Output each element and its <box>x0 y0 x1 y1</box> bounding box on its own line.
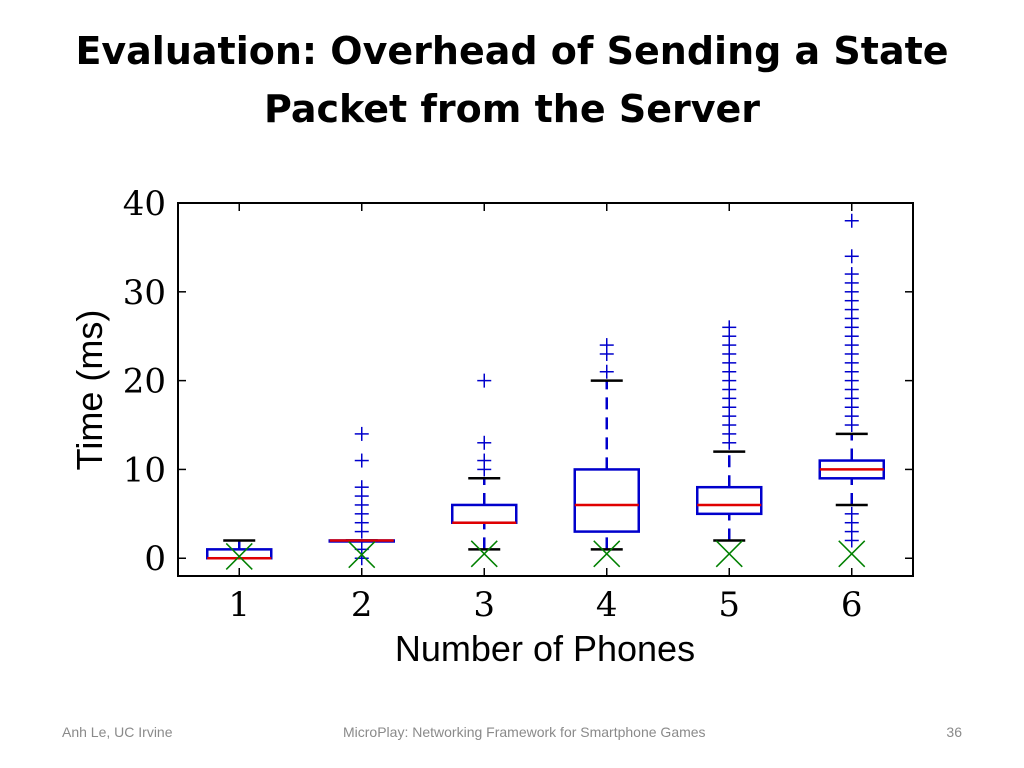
mean-marker <box>470 540 498 568</box>
mean-marker <box>225 542 253 570</box>
slide-title-line-2: Packet from the Server <box>263 87 760 131</box>
mean-marker <box>348 541 376 569</box>
plot-frame <box>177 202 914 577</box>
slide-title-line-1: Evaluation: Overhead of Sending a State <box>75 29 949 73</box>
box-plot-chart: 0 10 20 30 40 1 2 3 4 5 6 Number of Phones Time (m… <box>69 184 914 669</box>
plot-area: 0 10 20 30 40 1 2 3 4 5 6 <box>123 184 914 625</box>
box <box>573 468 640 533</box>
slide-title: Evaluation: Overhead of Sending a State … <box>40 22 984 138</box>
x-axis-label: Number of Phones <box>395 628 695 669</box>
x-tick-label: 6 <box>841 585 863 625</box>
x-tick-label: 3 <box>473 585 495 625</box>
y-tick-label: 30 <box>123 273 166 313</box>
mean-marker <box>715 540 743 568</box>
x-tick-label: 4 <box>596 585 618 625</box>
mean-marker <box>838 540 866 568</box>
y-tick-label: 20 <box>123 362 166 402</box>
y-tick-label: 10 <box>123 450 166 490</box>
x-tick-label: 5 <box>718 585 740 625</box>
footer-author: Anh Le, UC Irvine <box>62 724 173 740</box>
x-tick-label: 1 <box>228 585 250 625</box>
x-tick-label: 2 <box>351 585 373 625</box>
y-axis-label: Time (ms) <box>69 310 110 471</box>
box <box>451 503 518 524</box>
box <box>696 485 763 516</box>
y-tick-label: 0 <box>144 539 166 579</box>
footer-presentation-title: MicroPlay: Networking Framework for Smar… <box>343 724 706 740</box>
footer-page-number: 36 <box>946 724 962 740</box>
mean-marker <box>593 540 621 568</box>
y-tick-label: 40 <box>123 184 166 224</box>
